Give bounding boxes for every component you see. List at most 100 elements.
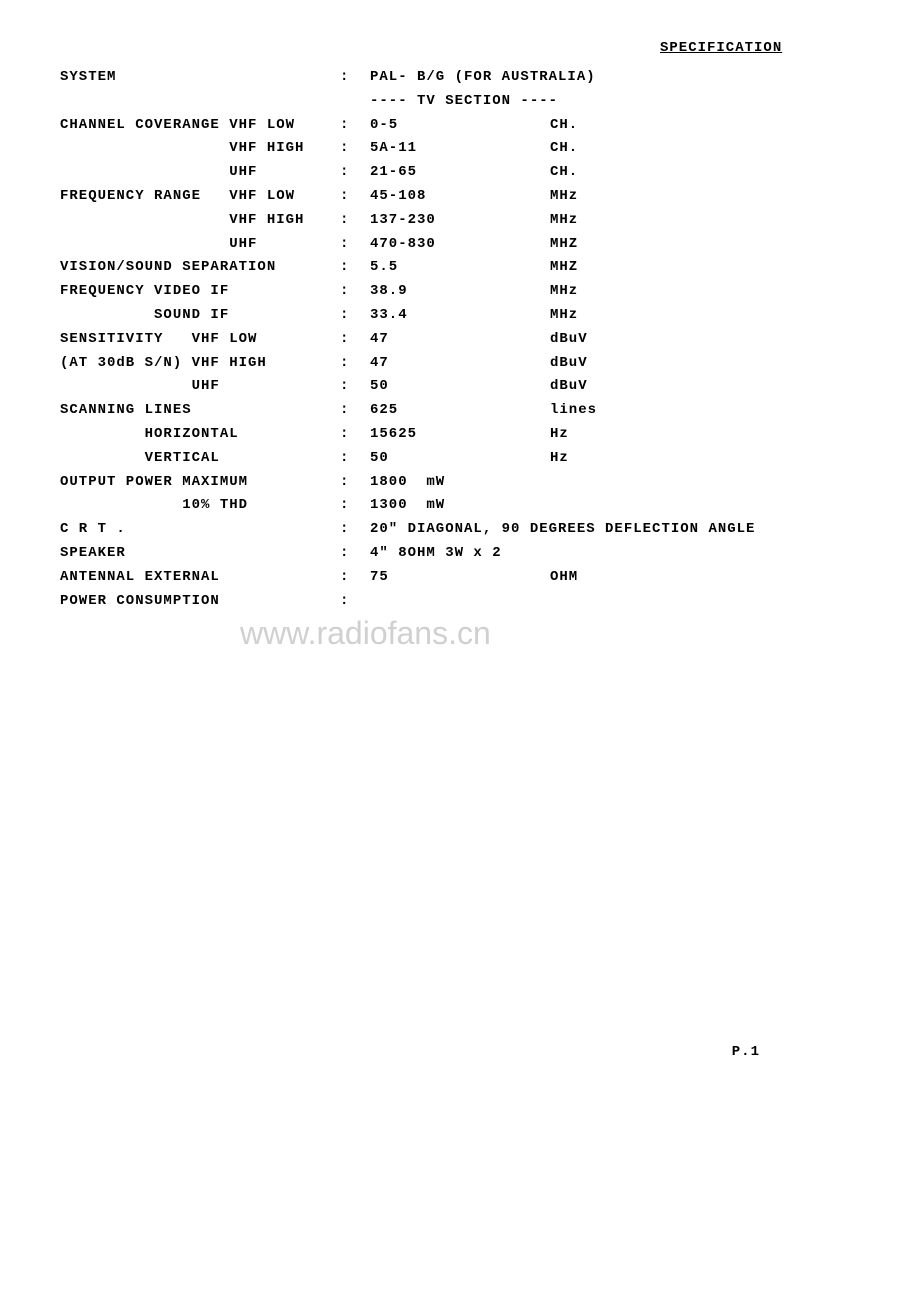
unit: Hz <box>550 423 569 447</box>
value: 50 <box>370 375 550 399</box>
value: PAL- B/G (FOR AUSTRALIA) <box>370 66 550 90</box>
spec-title: SPECIFICATION <box>660 40 782 56</box>
colon: : <box>340 161 370 185</box>
colon: : <box>340 209 370 233</box>
label: FREQUENCY RANGE VHF LOW <box>60 185 340 209</box>
spec-row: UHF : 470-830 MHZ <box>60 233 860 257</box>
value: 33.4 <box>370 304 550 328</box>
value: 1300 mW <box>370 494 550 518</box>
colon: : <box>340 494 370 518</box>
spec-row: HORIZONTAL : 15625 Hz <box>60 423 860 447</box>
label: SYSTEM <box>60 66 340 90</box>
colon: : <box>340 542 370 566</box>
spec-row: VHF HIGH : 137-230 MHz <box>60 209 860 233</box>
value: 75 <box>370 566 550 590</box>
spec-row: OUTPUT POWER MAXIMUM : 1800 mW <box>60 471 860 495</box>
spec-row: SCANNING LINES : 625 lines <box>60 399 860 423</box>
colon: : <box>340 566 370 590</box>
unit: dBuV <box>550 375 588 399</box>
colon: : <box>340 185 370 209</box>
label: FREQUENCY VIDEO IF <box>60 280 340 304</box>
label: (AT 30dB S/N) VHF HIGH <box>60 352 340 376</box>
tv-section-header: ---- TV SECTION ---- <box>60 90 860 114</box>
spec-row: VHF HIGH : 5A-11 CH. <box>60 137 860 161</box>
unit: OHM <box>550 566 578 590</box>
colon: : <box>340 399 370 423</box>
colon: : <box>340 66 370 90</box>
spec-row: CHANNEL COVERANGE VHF LOW : 0-5 CH. <box>60 114 860 138</box>
value: 137-230 <box>370 209 550 233</box>
label: C R T . <box>60 518 340 542</box>
label: 10% THD <box>60 494 340 518</box>
unit: Hz <box>550 447 569 471</box>
spec-row: SPEAKER : 4" 8OHM 3W x 2 <box>60 542 860 566</box>
unit: MHz <box>550 209 578 233</box>
unit: MHZ <box>550 256 578 280</box>
spec-row: UHF : 21-65 CH. <box>60 161 860 185</box>
unit: MHz <box>550 185 578 209</box>
colon: : <box>340 256 370 280</box>
spec-row: SENSITIVITY VHF LOW : 47 dBuV <box>60 328 860 352</box>
label: SENSITIVITY VHF LOW <box>60 328 340 352</box>
colon: : <box>340 114 370 138</box>
spec-row: ANTENNAL EXTERNAL : 75 OHM <box>60 566 860 590</box>
unit: MHZ <box>550 233 578 257</box>
label: UHF <box>60 161 340 185</box>
colon: : <box>340 590 370 614</box>
value: 0-5 <box>370 114 550 138</box>
label: VHF HIGH <box>60 209 340 233</box>
unit: CH. <box>550 114 578 138</box>
colon: : <box>340 518 370 542</box>
value: 15625 <box>370 423 550 447</box>
watermark-text: www.radiofans.cn <box>240 615 491 652</box>
colon: : <box>340 304 370 328</box>
unit: CH. <box>550 161 578 185</box>
spec-row: 10% THD : 1300 mW <box>60 494 860 518</box>
label: POWER CONSUMPTION <box>60 590 340 614</box>
value: 1800 mW <box>370 471 550 495</box>
label: HORIZONTAL <box>60 423 340 447</box>
value: 20" DIAGONAL, 90 DEGREES DEFLECTION ANGL… <box>370 518 755 542</box>
spec-row: C R T . : 20" DIAGONAL, 90 DEGREES DEFLE… <box>60 518 860 542</box>
label: ANTENNAL EXTERNAL <box>60 566 340 590</box>
value: 21-65 <box>370 161 550 185</box>
spec-row: FREQUENCY RANGE VHF LOW : 45-108 MHz <box>60 185 860 209</box>
value: 625 <box>370 399 550 423</box>
label: SOUND IF <box>60 304 340 328</box>
colon: : <box>340 423 370 447</box>
colon: : <box>340 352 370 376</box>
unit: CH. <box>550 137 578 161</box>
value <box>370 590 550 614</box>
spec-row: POWER CONSUMPTION : <box>60 590 860 614</box>
unit: dBuV <box>550 328 588 352</box>
page-number: P.1 <box>732 1044 760 1060</box>
colon: : <box>340 471 370 495</box>
value: 470-830 <box>370 233 550 257</box>
value: 45-108 <box>370 185 550 209</box>
colon: : <box>340 375 370 399</box>
spec-row: FREQUENCY VIDEO IF : 38.9 MHz <box>60 280 860 304</box>
spec-row-system: SYSTEM : PAL- B/G (FOR AUSTRALIA) <box>60 66 860 90</box>
colon: : <box>340 233 370 257</box>
colon: : <box>340 137 370 161</box>
value: 38.9 <box>370 280 550 304</box>
value: 4" 8OHM 3W x 2 <box>370 542 550 566</box>
label: VHF HIGH <box>60 137 340 161</box>
colon: : <box>340 280 370 304</box>
label: SCANNING LINES <box>60 399 340 423</box>
label: CHANNEL COVERANGE VHF LOW <box>60 114 340 138</box>
unit: MHz <box>550 304 578 328</box>
unit: MHz <box>550 280 578 304</box>
value: 5A-11 <box>370 137 550 161</box>
value: 47 <box>370 328 550 352</box>
colon: : <box>340 328 370 352</box>
value: 5.5 <box>370 256 550 280</box>
spec-row: (AT 30dB S/N) VHF HIGH : 47 dBuV <box>60 352 860 376</box>
label: SPEAKER <box>60 542 340 566</box>
unit: lines <box>550 399 597 423</box>
unit: dBuV <box>550 352 588 376</box>
value: 47 <box>370 352 550 376</box>
value: 50 <box>370 447 550 471</box>
colon: : <box>340 447 370 471</box>
label: VISION/SOUND SEPARATION <box>60 256 340 280</box>
